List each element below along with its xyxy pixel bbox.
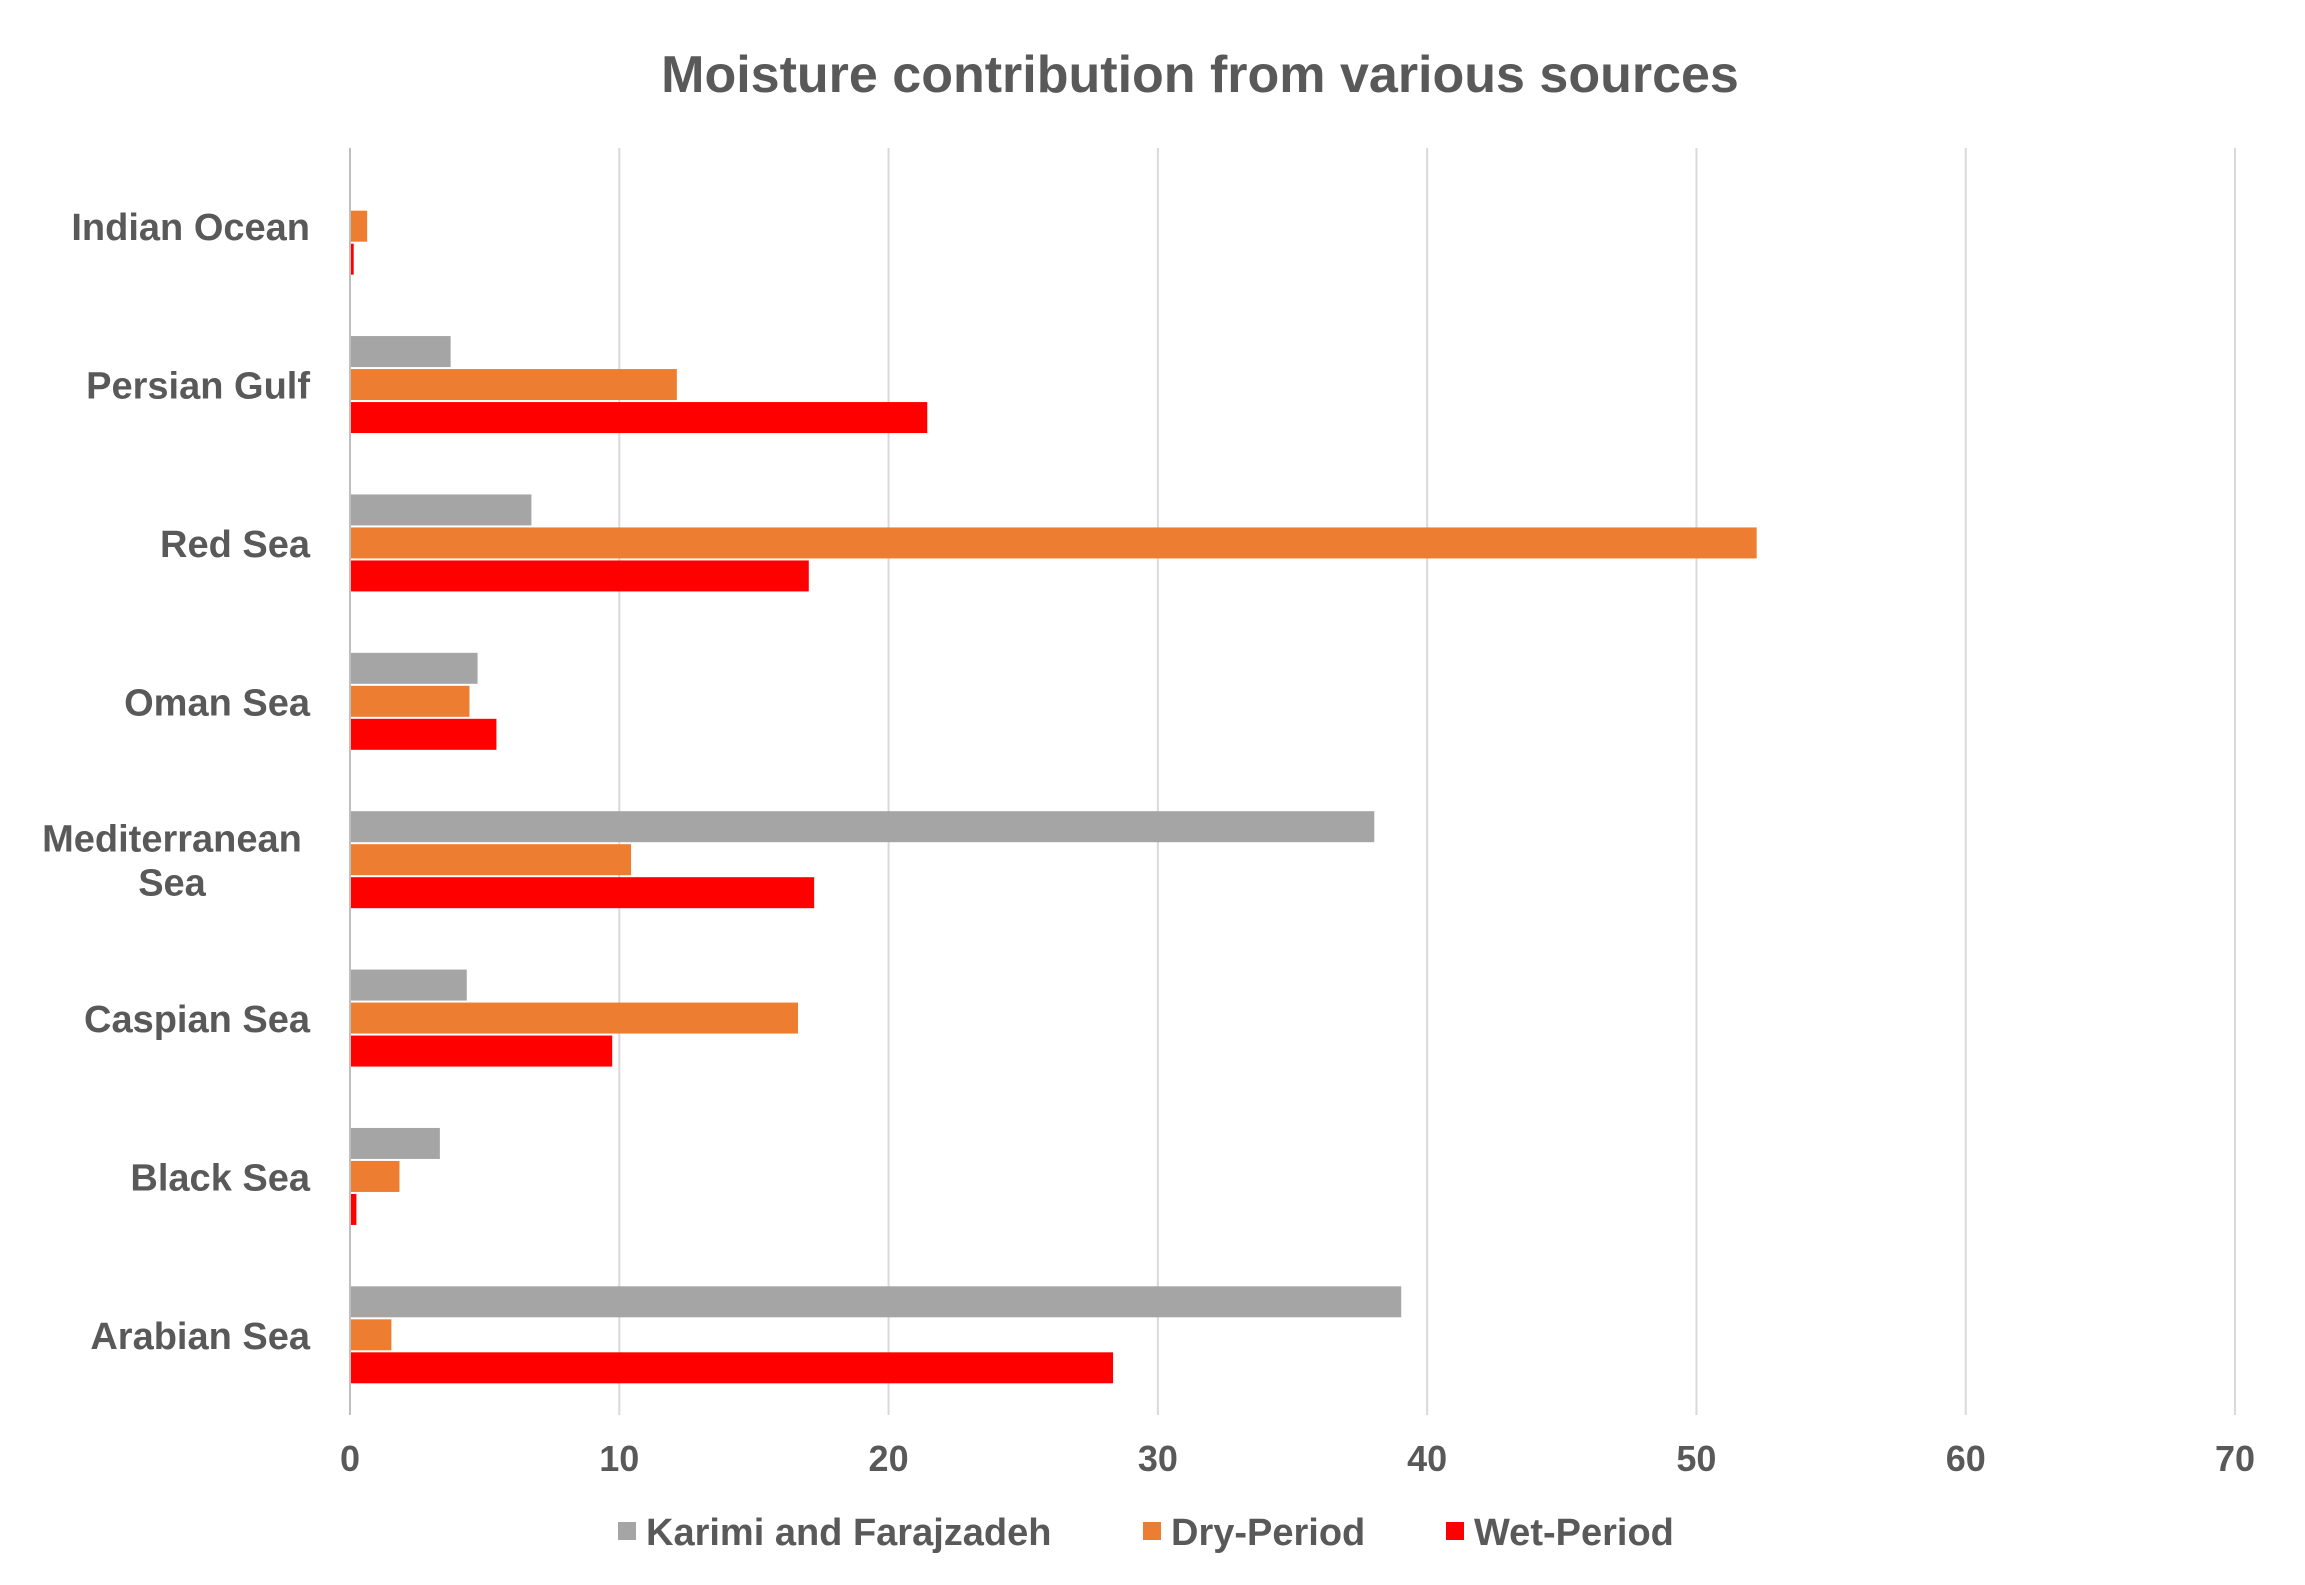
legend-swatch-karimi-and-farajzadeh bbox=[618, 1522, 636, 1540]
category-label: Oman Sea bbox=[124, 682, 311, 724]
bar-dry-period-oman-sea bbox=[351, 685, 470, 717]
x-tick-label: 40 bbox=[1407, 1438, 1447, 1479]
bar-wet-period-persian-gulf bbox=[351, 402, 928, 434]
x-tick-label: 60 bbox=[1946, 1438, 1986, 1479]
bar-dry-period-caspian-sea bbox=[351, 1002, 799, 1034]
bar-karimi-and-farajzadeh-oman-sea bbox=[351, 652, 478, 684]
bar-dry-period-mediterranean-sea bbox=[351, 844, 632, 876]
legend-label: Karimi and Farajzadeh bbox=[646, 1512, 1051, 1554]
legend-swatch-dry-period bbox=[1143, 1522, 1161, 1540]
x-tick-label: 10 bbox=[599, 1438, 639, 1479]
legend: Karimi and Farajzadeh Dry-Period Wet-Perio… bbox=[618, 1512, 1674, 1554]
category-label: Sea bbox=[138, 863, 206, 905]
gridlines bbox=[349, 148, 2236, 1415]
chart-title: Moisture contribution from various sourc… bbox=[661, 46, 1739, 104]
x-tick-labels: 0 10 20 30 40 50 60 70 bbox=[340, 1438, 2255, 1479]
bar-karimi-and-farajzadeh-caspian-sea bbox=[351, 969, 467, 1001]
bar-karimi-and-farajzadeh-arabian-sea bbox=[351, 1286, 1402, 1318]
category-label: Mediterranean bbox=[42, 819, 302, 861]
legend-label: Wet-Period bbox=[1474, 1512, 1674, 1554]
bar-karimi-and-farajzadeh-red-sea bbox=[351, 494, 532, 526]
bar-karimi-and-farajzadeh-mediterranean-sea bbox=[351, 811, 1375, 843]
bar-dry-period-persian-gulf bbox=[351, 369, 677, 401]
bar-dry-period-indian-ocean bbox=[351, 210, 368, 242]
category-label: Red Sea bbox=[160, 524, 311, 566]
x-tick-label: 50 bbox=[1676, 1438, 1716, 1479]
x-tick-label: 70 bbox=[2215, 1438, 2255, 1479]
x-tick-label: 0 bbox=[340, 1438, 360, 1479]
legend-label: Dry-Period bbox=[1171, 1512, 1365, 1554]
bar-karimi-and-farajzadeh-black-sea bbox=[351, 1127, 440, 1159]
category-label: Black Sea bbox=[130, 1157, 310, 1199]
bar-wet-period-black-sea bbox=[351, 1193, 357, 1225]
bar-wet-period-arabian-sea bbox=[351, 1352, 1114, 1384]
bar-dry-period-red-sea bbox=[351, 527, 1757, 559]
legend-swatch-wet-period bbox=[1446, 1522, 1464, 1540]
category-label: Indian Ocean bbox=[71, 207, 310, 249]
bar-wet-period-caspian-sea bbox=[351, 1035, 613, 1067]
bar-wet-period-mediterranean-sea bbox=[351, 877, 815, 909]
bar-dry-period-arabian-sea bbox=[351, 1319, 392, 1351]
category-label: Arabian Sea bbox=[90, 1316, 311, 1358]
bars bbox=[351, 210, 1757, 1384]
bar-dry-period-black-sea bbox=[351, 1160, 400, 1192]
bar-wet-period-indian-ocean bbox=[351, 243, 354, 275]
x-tick-label: 20 bbox=[869, 1438, 909, 1479]
category-label: Persian Gulf bbox=[86, 366, 310, 408]
bar-wet-period-oman-sea bbox=[351, 718, 497, 750]
category-label: Caspian Sea bbox=[84, 999, 311, 1041]
x-tick-label: 30 bbox=[1138, 1438, 1178, 1479]
bar-karimi-and-farajzadeh-persian-gulf bbox=[351, 336, 451, 368]
category-labels: Indian Ocean Persian Gulf Red Sea Oman Sea M… bbox=[42, 207, 311, 1358]
bar-wet-period-red-sea bbox=[351, 560, 809, 592]
